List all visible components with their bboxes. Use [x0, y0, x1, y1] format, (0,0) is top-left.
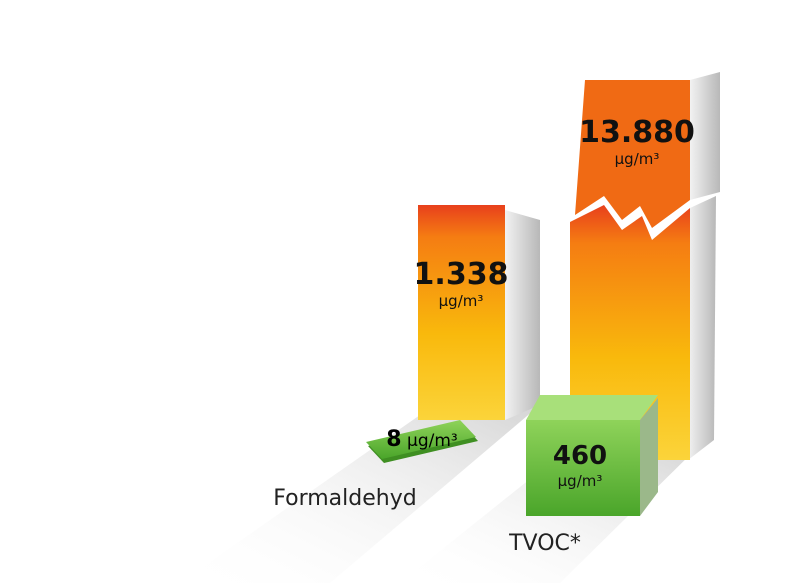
value: 460 — [553, 441, 607, 471]
block-top — [526, 395, 658, 420]
group-label: TVOC* — [508, 531, 581, 556]
value-label: 8 µg/m³ — [386, 427, 457, 452]
formaldehyd-bar: 1.338 µg/m³ — [414, 205, 540, 420]
bar-front — [418, 205, 505, 420]
block-front — [526, 420, 640, 516]
bar-front-upper — [575, 80, 690, 228]
value: 8 — [386, 427, 401, 452]
bar-side-top — [690, 72, 720, 200]
formaldehyd-tile: 8 µg/m³ — [366, 420, 478, 463]
streak — [180, 405, 540, 583]
tile — [366, 420, 476, 459]
block-side — [640, 398, 658, 516]
value: 13.880 — [579, 115, 695, 150]
unit: µg/m³ — [558, 472, 603, 490]
bar-side — [505, 210, 540, 420]
bar-side — [688, 196, 716, 460]
unit: µg/m³ — [615, 150, 660, 168]
tvoc-block: 460 µg/m³ — [526, 395, 658, 516]
unit: µg/m³ — [407, 431, 458, 451]
value: 1.338 — [414, 257, 509, 292]
group-label: Formaldehyd — [273, 486, 416, 511]
unit: µg/m³ — [439, 292, 484, 310]
